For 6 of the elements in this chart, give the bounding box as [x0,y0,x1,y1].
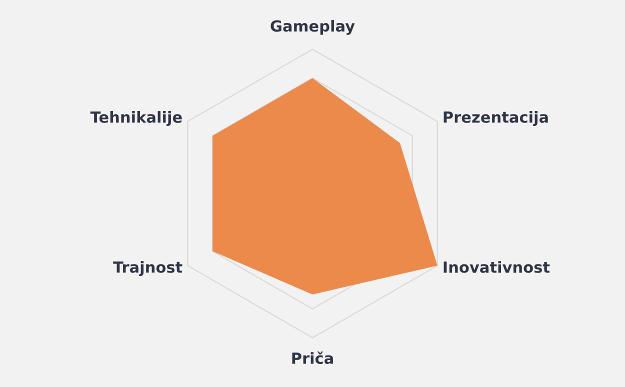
spoke-label: Prezentacija [444,111,548,126]
spoke-label: Tehnikalije [90,111,182,126]
spoke-label: Trajnost [113,261,182,276]
spoke-label: Gameplay [270,20,355,35]
spoke-label: Priča [292,352,333,364]
spoke-label: Inovativnost [444,261,550,273]
